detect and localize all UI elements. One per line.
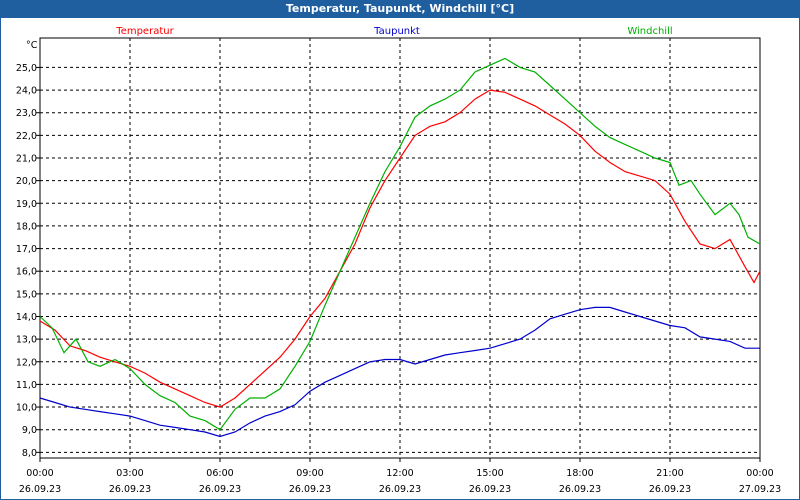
y-axis-ticks: 8,0 9,0 10,0 11,0 12,0 13,0 14,0 15,0 16,0 17,0 18…: [16, 63, 40, 459]
x-tick-date-label: 26.09.23: [19, 484, 61, 495]
series-line-taupunkt: [39, 306, 760, 438]
x-tick-time-label: 03:00: [116, 468, 143, 479]
y-tick-label: 9,0: [22, 425, 37, 436]
y-tick-label: 19,0: [16, 199, 37, 210]
y-tick-label: 23,0: [16, 108, 37, 119]
chart-title: Temperatur, Taupunkt, Windchill [°C]: [0, 0, 800, 18]
y-tick-label: 21,0: [16, 154, 37, 165]
y-tick-label: 18,0: [16, 221, 37, 232]
legend-item-temperatur: Temperatur: [115, 26, 174, 37]
x-tick-date-label: 27.09.23: [739, 484, 781, 495]
y-tick-label: 13,0: [16, 335, 37, 346]
x-tick-time-label: 09:00: [296, 468, 323, 479]
x-tick-date-label: 26.09.23: [469, 484, 511, 495]
x-tick-date-label: 26.09.23: [559, 484, 601, 495]
x-tick-time-label: 06:00: [206, 468, 233, 479]
x-tick-date-label: 26.09.23: [199, 484, 241, 495]
y-tick-label: 17,0: [16, 244, 37, 255]
y-tick-label: 12,0: [16, 357, 37, 368]
x-tick-date-label: 26.09.23: [109, 484, 151, 495]
y-tick-label: 11,0: [16, 380, 37, 391]
x-tick-date-label: 26.09.23: [379, 484, 421, 495]
y-tick-label: 25,0: [16, 63, 37, 74]
y-tick-label: 24,0: [16, 86, 37, 97]
series-line-temperatur: [39, 89, 761, 408]
x-tick-time-label: 18:00: [566, 468, 593, 479]
y-axis-label: °C: [26, 40, 38, 51]
x-tick-time-label: 00:00: [26, 468, 53, 479]
y-tick-label: 16,0: [16, 267, 37, 278]
x-tick-time-label: 00:00: [746, 468, 773, 479]
x-tick-date-label: 26.09.23: [649, 484, 691, 495]
y-tick-label: 8,0: [22, 448, 37, 459]
y-tick-label: 15,0: [16, 289, 37, 300]
x-tick-time-label: 12:00: [386, 468, 413, 479]
x-tick-time-label: 21:00: [656, 468, 683, 479]
series-lines: [39, 57, 761, 438]
x-tick-date-label: 26.09.23: [289, 484, 331, 495]
x-tick-time-label: 15:00: [476, 468, 503, 479]
legend-item-taupunkt: Taupunkt: [373, 26, 420, 37]
legend: Temperatur Taupunkt Windchill: [115, 26, 672, 37]
series-line-windchill: [39, 57, 761, 431]
y-tick-label: 20,0: [16, 176, 37, 187]
x-axis-ticks: 00:00 26.09.23 03:00 26.09.23 06:00 26.09.23 0…: [19, 458, 781, 495]
y-tick-label: 10,0: [16, 403, 37, 414]
y-tick-label: 14,0: [16, 312, 37, 323]
y-tick-label: 22,0: [16, 131, 37, 142]
legend-item-windchill: Windchill: [627, 26, 672, 37]
grid: [40, 38, 760, 458]
